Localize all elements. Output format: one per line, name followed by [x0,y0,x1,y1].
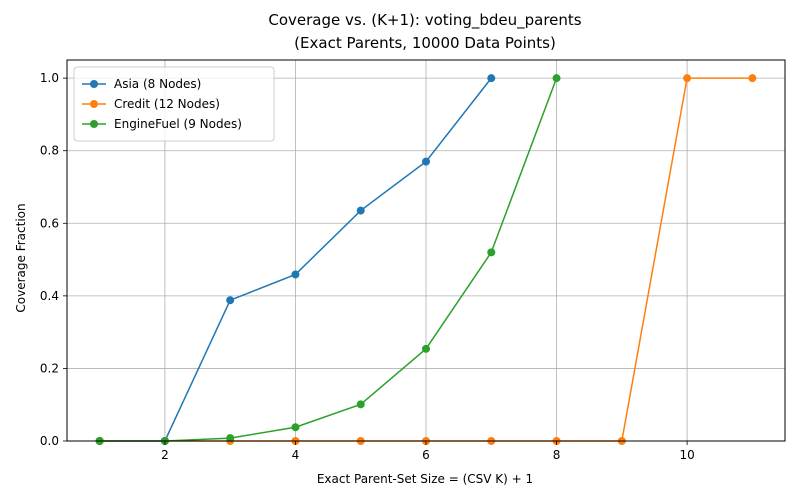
data-point-asia [356,206,365,215]
data-point-credit [748,74,757,83]
data-point-enginefuel [487,248,496,257]
legend-label-enginefuel: EngineFuel (9 Nodes) [114,117,242,131]
data-point-credit [683,74,692,83]
data-point-enginefuel [356,400,365,409]
legend-marker-asia [90,80,98,88]
legend-marker-credit [90,100,98,108]
y-tick-label: 0.6 [40,216,59,230]
chart-title-line-1: Coverage vs. (K+1): voting_bdeu_parents [268,11,581,30]
legend-box [73,66,275,142]
data-point-asia [487,74,496,83]
y-tick-label: 0.2 [40,361,59,375]
data-point-enginefuel [552,74,561,83]
y-axis-label: Coverage Fraction [14,203,28,312]
x-tick-label: 4 [292,448,300,462]
axis-ticks: 2 4 6 8 10 0.0 0.2 0.4 0.6 0.8 1.0 [40,71,695,462]
y-tick-label: 1.0 [40,71,59,85]
legend-label-asia: Asia (8 Nodes) [114,77,201,91]
y-tick-label: 0.4 [40,289,59,303]
data-point-asia [422,157,430,166]
data-point-enginefuel [226,434,235,443]
data-point-asia [291,270,300,279]
y-tick-label: 0.8 [40,144,59,158]
legend: Asia (8 Nodes) Credit (12 Nodes) EngineFue… [73,66,275,142]
legend-label-credit: Credit (12 Nodes) [114,97,220,111]
y-tick-label: 0.0 [40,434,59,448]
x-tick-label: 10 [679,448,694,462]
data-point-enginefuel [291,423,300,432]
x-axis-label: Exact Parent-Set Size = (CSV K) + 1 [317,472,533,486]
x-tick-label: 6 [422,448,430,462]
chart-title-line-2: (Exact Parents, 10000 Data Points) [294,34,556,52]
x-tick-label: 8 [553,448,561,462]
data-point-enginefuel [422,344,430,353]
grid-lines [67,60,785,442]
legend-marker-enginefuel [90,120,98,128]
data-point-asia [226,296,235,305]
x-tick-label: 2 [161,448,169,462]
